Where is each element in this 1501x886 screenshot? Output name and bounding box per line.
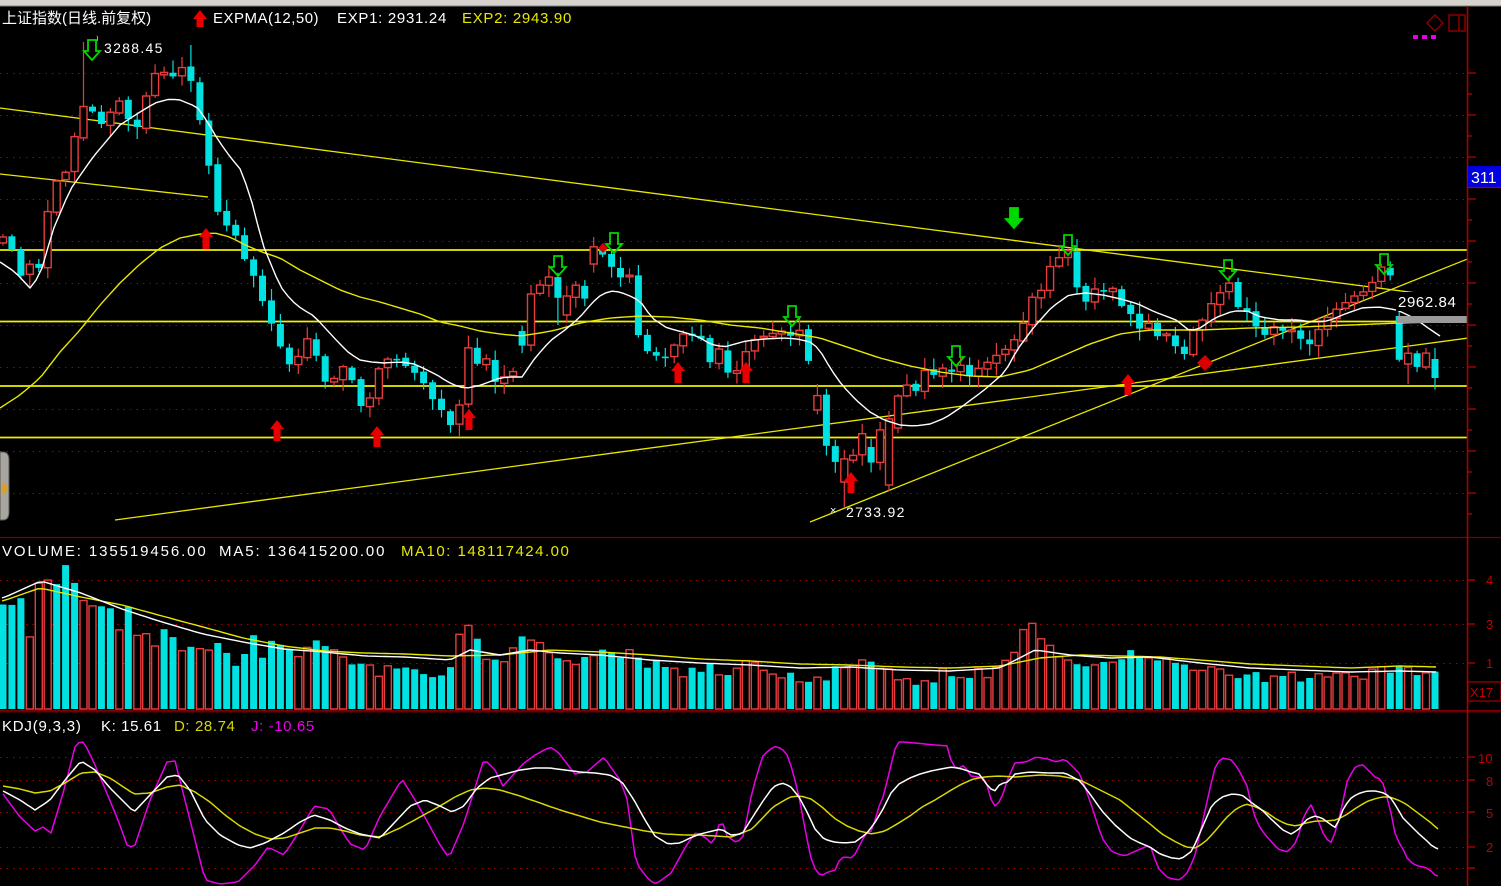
svg-text:EXPMA(12,50): EXPMA(12,50) <box>213 10 319 27</box>
svg-text:3: 3 <box>1486 617 1493 632</box>
svg-text:4: 4 <box>1486 573 1493 588</box>
svg-text:2733.92: 2733.92 <box>846 504 906 520</box>
svg-text:1: 1 <box>1486 656 1493 671</box>
svg-text:X17: X17 <box>1470 685 1493 700</box>
svg-text:8: 8 <box>1486 774 1493 789</box>
svg-text:3288.45: 3288.45 <box>104 40 164 56</box>
svg-text:MA5: 136415200.00: MA5: 136415200.00 <box>219 543 386 560</box>
svg-text:EXP1: 2931.24: EXP1: 2931.24 <box>337 10 447 27</box>
svg-text:2962.84: 2962.84 <box>1398 294 1456 311</box>
svg-text:EXP2: 2943.90: EXP2: 2943.90 <box>462 10 572 27</box>
svg-text:D: 28.74: D: 28.74 <box>174 718 236 735</box>
svg-text:×: × <box>830 505 836 517</box>
svg-text:上证指数(日线.前复权): 上证指数(日线.前复权) <box>2 9 151 27</box>
svg-text:J: -10.65: J: -10.65 <box>251 718 315 735</box>
svg-text:10: 10 <box>1478 751 1492 766</box>
svg-text:K: 15.61: K: 15.61 <box>101 718 162 735</box>
svg-text:KDJ(9,3,3): KDJ(9,3,3) <box>2 718 82 735</box>
svg-text:MA10: 148117424.00: MA10: 148117424.00 <box>401 543 570 560</box>
svg-text:5: 5 <box>1486 806 1493 821</box>
svg-text:2: 2 <box>1486 840 1493 855</box>
svg-text:311: 311 <box>1471 170 1497 187</box>
svg-text:VOLUME: 135519456.00: VOLUME: 135519456.00 <box>2 543 208 560</box>
svg-text:⁾: ⁾ <box>96 35 99 47</box>
